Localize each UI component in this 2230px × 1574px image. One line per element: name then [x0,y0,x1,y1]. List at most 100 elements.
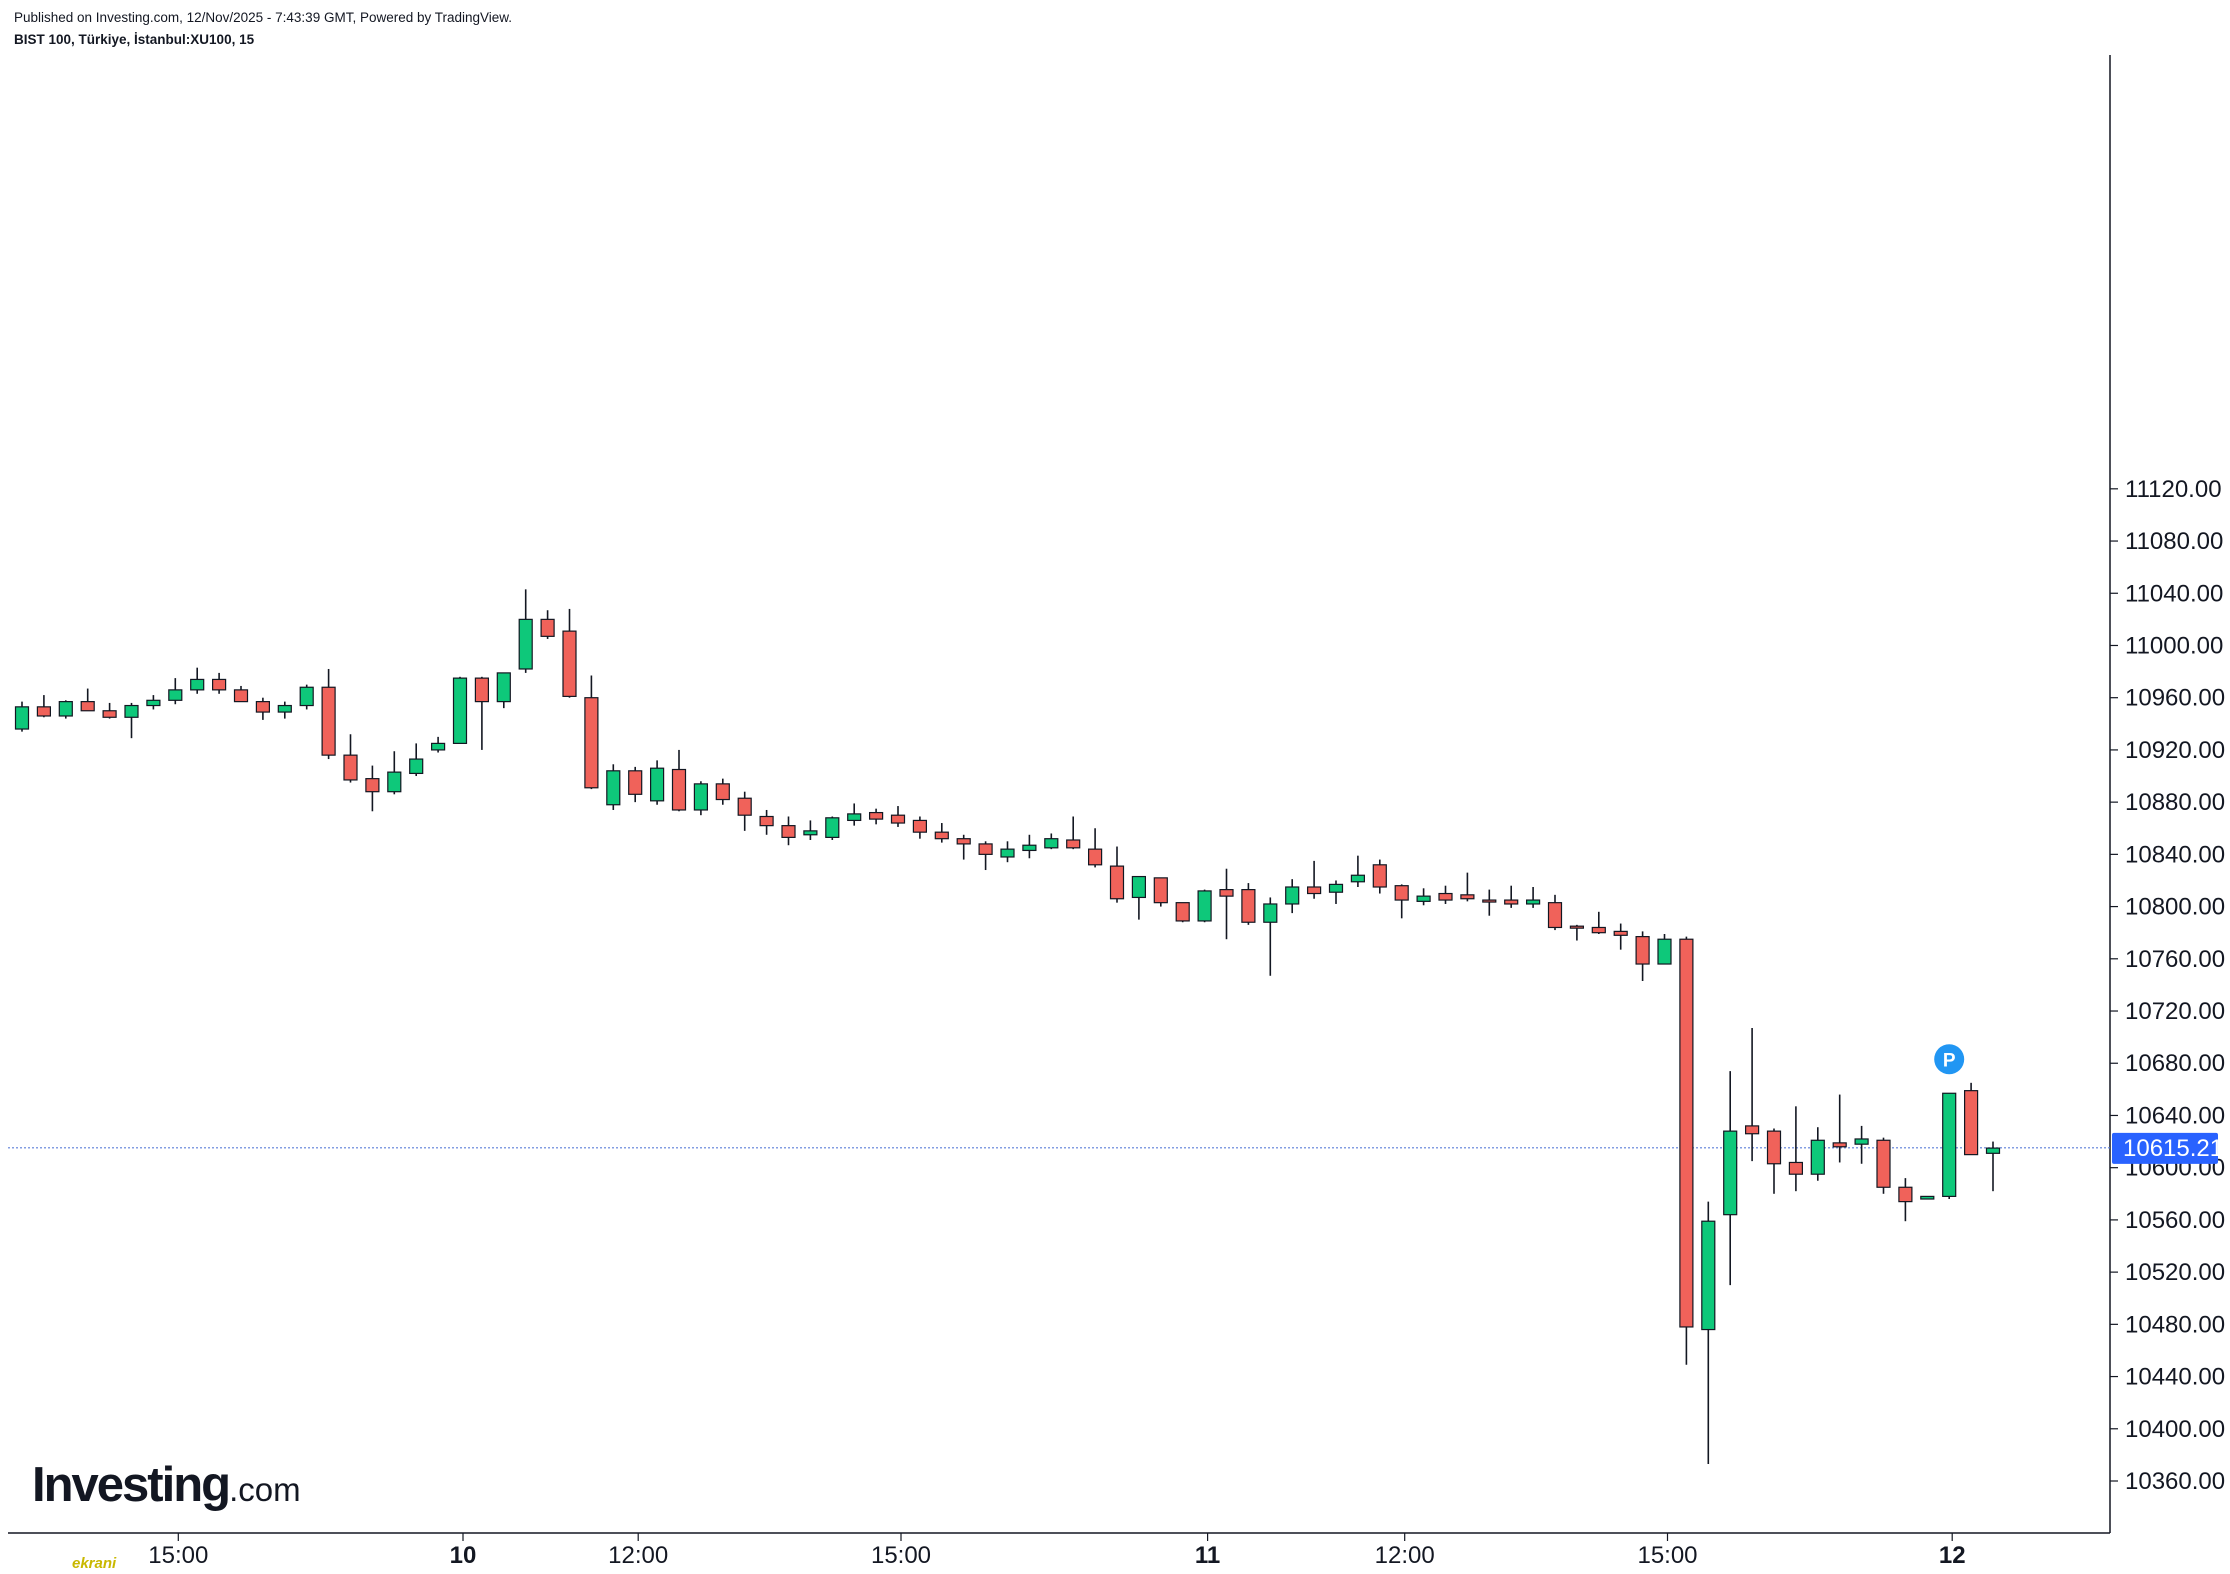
marker-p-label: P [1943,1050,1956,1071]
candle [1701,1201,1716,1465]
candle [1350,855,1366,887]
candle [496,672,511,709]
candle [540,610,555,639]
candle-body-up [1131,875,1147,899]
candle-body-up [387,771,402,793]
x-tick-label: 12:00 [1375,1542,1435,1569]
candle [1613,923,1628,950]
candle [518,589,533,673]
candle [1328,880,1344,904]
candle-body-down [671,768,687,811]
candle-body-down [36,706,52,717]
y-tick-label: 10560.00 [2125,1207,2225,1234]
candle-body-down [1898,1186,1913,1203]
candle [868,808,884,825]
candle [1744,1027,1760,1162]
candle [1504,885,1519,908]
candle [1679,936,1694,1365]
candle [1876,1137,1891,1194]
candles-group [14,589,2001,1465]
candle [58,700,73,719]
candle-body-down [474,677,489,703]
last-price-value: 10615.21 [2123,1135,2223,1162]
candle-body-down [1109,865,1125,900]
candle [1854,1125,1869,1164]
candle-body-down [781,825,796,838]
candle-body-up [1701,1220,1716,1331]
candle [409,743,424,777]
candle [431,736,446,753]
candle [1942,1092,1957,1200]
candle [1285,879,1300,914]
candle [1635,931,1650,981]
candle-body-down [321,686,336,756]
candle-body-down [233,689,249,703]
y-tick-label: 10520.00 [2125,1259,2225,1286]
candle-body-down [1613,930,1628,936]
candle-body-up [1263,903,1278,923]
candle [825,816,840,840]
y-tick-label: 11080.00 [2125,528,2223,555]
candle-body-down [1876,1139,1891,1188]
candle-body-down [1460,894,1475,900]
candle-body-up [124,704,139,718]
candle [956,834,971,860]
candle-body-up [190,678,205,691]
candle-body-down [1569,925,1585,929]
candle [1022,834,1037,859]
candle-body-up [409,758,424,775]
candle-body-down [1219,889,1234,897]
candle [1832,1094,1847,1163]
x-tick-label: 15:00 [148,1542,208,1569]
candle [1109,846,1125,903]
y-tick-label: 10360.00 [2125,1468,2225,1495]
marker-p[interactable]: P [1934,1044,1965,1075]
ekrani-watermark: ekrani [72,1555,117,1572]
candle [14,701,30,732]
candle-body-up [496,672,511,703]
y-tick-label: 10720.00 [2125,998,2225,1025]
candle-body-down [1635,936,1650,965]
candle-body-down [978,843,993,855]
candle-body-down [80,701,95,712]
symbol-title: BIST 100, Türkiye, İstanbul:XU100, 15 [14,32,255,47]
candle [1766,1128,1782,1194]
candle [759,809,774,835]
candle [1898,1178,1913,1222]
candle [693,781,709,816]
candle-body-down [1066,839,1081,849]
candle-body-up [847,813,862,822]
candle [124,702,139,739]
y-tick-label: 10920.00 [2125,737,2225,764]
candle [80,688,95,712]
candle [1066,816,1081,850]
candle [102,702,117,719]
candle-body-down [628,770,643,795]
candle [606,764,621,810]
candle-body-down [715,783,730,801]
candle [1788,1106,1804,1192]
candle [1591,911,1606,934]
candle [1044,833,1059,850]
investing-logo: Investing.com [32,1457,301,1513]
candle [1175,902,1190,923]
y-tick-label: 11000.00 [2125,632,2223,659]
candle [277,701,292,719]
candle-body-down [1175,902,1190,922]
candle-body-up [1000,848,1015,858]
logo-suffix: .com [229,1471,301,1508]
candle-body-down [212,678,227,691]
candle [36,695,52,718]
candle-body-up [58,701,73,717]
candle [1153,877,1168,907]
x-tick-label: 15:00 [1637,1542,1697,1569]
candle-body-up [1022,844,1037,852]
candle-body-up [803,830,818,836]
candle [321,668,336,760]
candle [978,841,993,871]
candle-body-down [1438,892,1453,901]
candle-body-up [146,699,161,707]
candle [1525,886,1541,908]
candle-body-down [102,710,117,718]
